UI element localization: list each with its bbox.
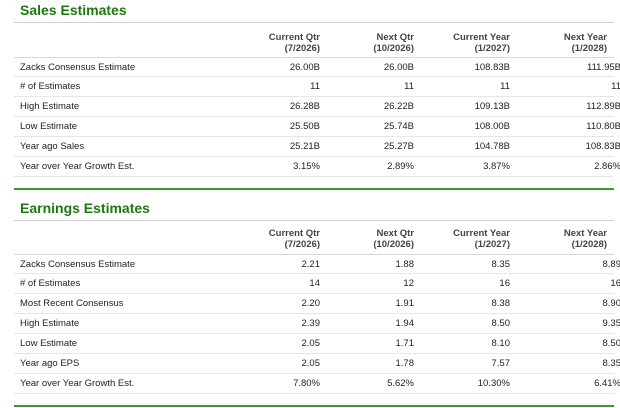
row-label: Low Estimate bbox=[20, 121, 78, 132]
row-value: 2.39 bbox=[301, 318, 321, 329]
earnings-title-divider bbox=[14, 220, 614, 221]
sales-estimates-title: Sales Estimates bbox=[20, 2, 127, 18]
row-value: 3.87% bbox=[483, 161, 510, 172]
sales-title-divider bbox=[14, 22, 614, 23]
earnings-header-current-qtr: Current Qtr (7/2026) bbox=[268, 228, 320, 250]
row-value: 7.57 bbox=[491, 358, 511, 369]
earnings-header-next-year: Next Year (1/2028) bbox=[563, 228, 607, 250]
row-value: 6.41% bbox=[594, 378, 620, 389]
table-row: # of Estimates 14 12 16 16 bbox=[14, 274, 620, 294]
row-value: 25.27B bbox=[383, 141, 414, 152]
row-value: 9.35 bbox=[602, 318, 620, 329]
row-label: # of Estimates bbox=[20, 81, 81, 92]
table-row: Zacks Consensus Estimate 26.00B 26.00B 108.… bbox=[14, 57, 620, 77]
row-value: 2.86% bbox=[594, 161, 620, 172]
table-row: Most Recent Consensus 2.20 1.91 8.38 8.90 bbox=[14, 294, 620, 314]
table-row: Year ago EPS 2.05 1.78 7.57 8.35 bbox=[14, 354, 620, 374]
earnings-estimates-section: Earnings Estimates Current Qtr (7/2026) N… bbox=[0, 198, 620, 408]
row-value: 1.88 bbox=[395, 259, 415, 270]
earnings-header-current-year: Current Year (1/2027) bbox=[453, 228, 510, 250]
row-label: Year over Year Growth Est. bbox=[20, 378, 135, 389]
row-value: 25.21B bbox=[289, 141, 320, 152]
sales-header-current-qtr: Current Qtr (7/2026) bbox=[268, 32, 320, 54]
row-value: 110.80B bbox=[586, 121, 620, 132]
row-value: 2.20 bbox=[301, 298, 321, 309]
row-label: Year ago Sales bbox=[20, 141, 85, 152]
table-row: Year over Year Growth Est. 7.80% 5.62% 10.3… bbox=[14, 374, 620, 394]
earnings-bottom-divider bbox=[14, 405, 614, 407]
row-value: 10.30% bbox=[477, 378, 510, 389]
row-value: 11 bbox=[310, 81, 320, 92]
table-row: High Estimate 2.39 1.94 8.50 9.35 bbox=[14, 314, 620, 334]
earnings-estimates-title: Earnings Estimates bbox=[20, 200, 150, 216]
row-label: Low Estimate bbox=[20, 338, 78, 349]
row-value: 25.74B bbox=[383, 121, 414, 132]
row-value: 8.10 bbox=[491, 338, 511, 349]
row-value: 112.89B bbox=[586, 101, 620, 112]
row-label: Year over Year Growth Est. bbox=[20, 161, 135, 172]
row-label: Zacks Consensus Estimate bbox=[20, 62, 136, 73]
table-row: Low Estimate 25.50B 25.74B 108.00B 110.80B bbox=[14, 117, 620, 137]
sales-header-next-qtr: Next Qtr (10/2026) bbox=[373, 32, 414, 54]
row-value: 8.50 bbox=[491, 318, 511, 329]
row-value: 109.13B bbox=[474, 101, 510, 112]
row-label: High Estimate bbox=[20, 101, 80, 112]
row-value: 5.62% bbox=[387, 378, 414, 389]
row-value: 26.22B bbox=[383, 101, 414, 112]
row-label: Year ago EPS bbox=[20, 358, 80, 369]
row-value: 25.50B bbox=[289, 121, 320, 132]
row-value: 108.83B bbox=[474, 62, 510, 73]
row-label: Most Recent Consensus bbox=[20, 298, 124, 309]
earnings-header-next-qtr: Next Qtr (10/2026) bbox=[373, 228, 414, 250]
row-value: 108.83B bbox=[585, 141, 620, 152]
row-value: 8.89 bbox=[602, 259, 620, 270]
row-value: 2.05 bbox=[301, 358, 321, 369]
row-value: 104.78B bbox=[474, 141, 510, 152]
row-value: 12 bbox=[403, 278, 414, 289]
row-label: # of Estimates bbox=[20, 278, 81, 289]
row-value: 2.05 bbox=[301, 338, 321, 349]
row-value: 14 bbox=[309, 278, 320, 289]
row-value: 11 bbox=[500, 81, 510, 92]
row-value: 2.89% bbox=[387, 161, 414, 172]
row-value: 8.50 bbox=[602, 338, 620, 349]
row-value: 16 bbox=[610, 278, 620, 289]
table-row: High Estimate 26.28B 26.22B 109.13B 112.89B bbox=[14, 97, 620, 117]
row-label: High Estimate bbox=[20, 318, 80, 329]
row-value: 1.91 bbox=[395, 298, 415, 309]
sales-estimates-section: Sales Estimates Current Qtr (7/2026) Next… bbox=[0, 0, 620, 190]
row-label: Zacks Consensus Estimate bbox=[20, 259, 136, 270]
row-value: 8.35 bbox=[491, 259, 511, 270]
row-value: 26.28B bbox=[289, 101, 320, 112]
row-value: 111.95B bbox=[587, 62, 620, 73]
row-value: 8.35 bbox=[602, 358, 620, 369]
row-value: 1.71 bbox=[395, 338, 415, 349]
row-value: 11 bbox=[611, 81, 620, 92]
table-row: # of Estimates 11 11 11 11 bbox=[14, 77, 620, 97]
row-value: 1.94 bbox=[395, 318, 415, 329]
sales-header-current-year: Current Year (1/2027) bbox=[453, 32, 510, 54]
table-row: Zacks Consensus Estimate 2.21 1.88 8.35 8.89 bbox=[14, 254, 620, 274]
sales-bottom-divider bbox=[14, 188, 614, 190]
row-value: 7.80% bbox=[293, 378, 320, 389]
row-value: 8.38 bbox=[491, 298, 511, 309]
table-row: Year ago Sales 25.21B 25.27B 104.78B 108.83B bbox=[14, 137, 620, 157]
row-value: 2.21 bbox=[301, 259, 321, 270]
row-value: 8.90 bbox=[602, 298, 620, 309]
table-row: Year over Year Growth Est. 3.15% 2.89% 3.87… bbox=[14, 157, 620, 177]
row-value: 1.78 bbox=[395, 358, 415, 369]
row-value: 16 bbox=[499, 278, 510, 289]
row-value: 3.15% bbox=[293, 161, 320, 172]
row-value: 26.00B bbox=[383, 62, 414, 73]
row-value: 11 bbox=[404, 81, 414, 92]
table-row: Low Estimate 2.05 1.71 8.10 8.50 bbox=[14, 334, 620, 354]
sales-header-next-year: Next Year (1/2028) bbox=[563, 32, 607, 54]
row-value: 108.00B bbox=[474, 121, 510, 132]
row-value: 26.00B bbox=[289, 62, 320, 73]
